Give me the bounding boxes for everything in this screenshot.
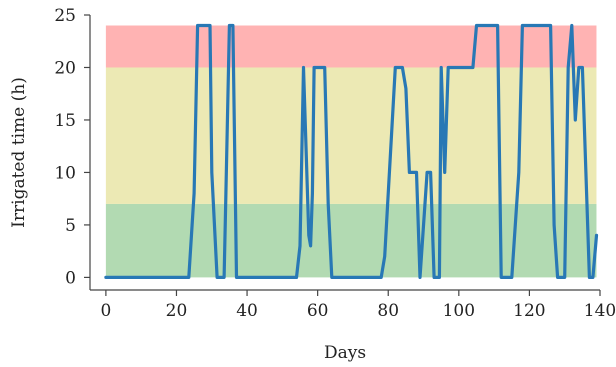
x-tick-label: 20 xyxy=(166,301,188,321)
x-tick-label: 120 xyxy=(513,301,545,321)
y-axis-label: Irrigated time (h) xyxy=(9,77,29,228)
y-tick-label: 0 xyxy=(65,268,76,288)
x-tick-label: 80 xyxy=(377,301,399,321)
axes: 0 20 40 60 80 100 120 140 0 5 10 15 20 25 xyxy=(54,6,616,321)
x-axis-label: Days xyxy=(324,343,366,363)
x-tick-label: 100 xyxy=(443,301,475,321)
series-line-0 xyxy=(104,23,599,279)
x-ticks: 0 20 40 60 80 100 120 140 xyxy=(100,290,616,321)
y-tick-label: 15 xyxy=(54,111,76,131)
x-tick-label: 0 xyxy=(100,301,111,321)
y-ticks: 0 5 10 15 20 25 xyxy=(54,6,90,288)
series-lines xyxy=(104,23,599,279)
y-tick-label: 25 xyxy=(54,6,76,26)
x-tick-label: 40 xyxy=(236,301,258,321)
band-mid xyxy=(105,67,597,204)
band-high xyxy=(105,25,597,68)
x-tick-label: 60 xyxy=(307,301,329,321)
band-low xyxy=(105,203,597,278)
y-tick-label: 10 xyxy=(54,163,76,183)
y-tick-label: 5 xyxy=(65,216,76,236)
y-tick-label: 20 xyxy=(54,58,76,78)
x-tick-label: 140 xyxy=(584,301,616,321)
